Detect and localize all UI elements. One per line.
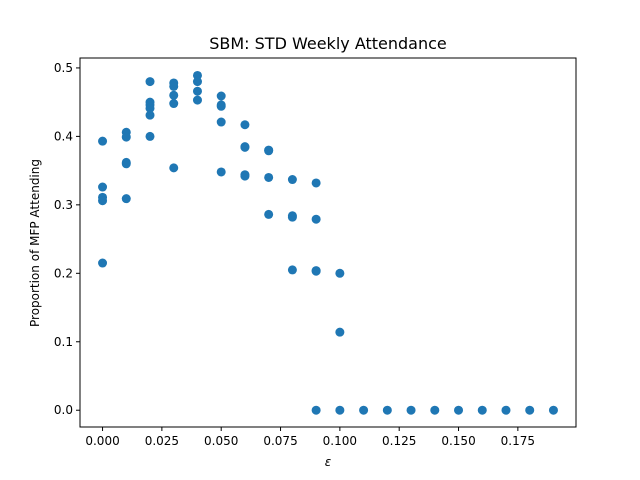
data-point: [192, 77, 202, 87]
data-point: [145, 110, 155, 120]
data-point: [311, 214, 321, 224]
data-point: [264, 172, 274, 182]
y-tick-label: 0.2: [54, 266, 73, 280]
x-axis-ticks: 0.000 0.025 0.050 0.075 0.100 0.125 0.150 0.175: [85, 427, 535, 448]
data-point: [216, 101, 226, 111]
data-point: [121, 194, 131, 204]
data-point: [145, 77, 155, 87]
y-axis-ticks: 0.0 0.1 0.2 0.3 0.4 0.5: [54, 61, 80, 417]
data-point: [335, 268, 345, 278]
data-point: [216, 117, 226, 127]
data-point: [311, 178, 321, 188]
y-tick-label: 0.0: [54, 403, 73, 417]
data-point: [287, 212, 297, 222]
x-tick-label: 0.100: [323, 434, 357, 448]
x-tick-label: 0.025: [145, 434, 179, 448]
y-tick-label: 0.5: [54, 61, 73, 75]
data-point: [311, 405, 321, 415]
data-point: [335, 327, 345, 337]
data-point: [169, 99, 179, 109]
y-axis-label: Proportion of MFP Attending: [28, 159, 42, 327]
data-point: [525, 405, 535, 415]
data-point: [430, 405, 440, 415]
data-point: [287, 175, 297, 185]
data-points: [98, 70, 558, 415]
data-point: [454, 405, 464, 415]
data-point: [264, 209, 274, 219]
x-tick-label: 0.050: [204, 434, 238, 448]
data-point: [240, 142, 250, 152]
data-point: [145, 131, 155, 141]
data-point: [501, 405, 511, 415]
data-point: [169, 163, 179, 173]
y-tick-label: 0.1: [54, 335, 73, 349]
data-point: [264, 146, 274, 156]
x-tick-label: 0.000: [85, 434, 119, 448]
x-tick-label: 0.125: [382, 434, 416, 448]
data-point: [121, 132, 131, 142]
data-point: [335, 405, 345, 415]
data-point: [192, 95, 202, 105]
data-point: [406, 405, 416, 415]
data-point: [216, 167, 226, 177]
data-point: [240, 120, 250, 130]
data-point: [121, 159, 131, 169]
data-point: [311, 266, 321, 276]
data-point: [287, 265, 297, 275]
x-axis-label: ε: [325, 455, 332, 469]
data-point: [145, 103, 155, 113]
data-point: [477, 405, 487, 415]
data-point: [98, 136, 108, 146]
data-point: [216, 91, 226, 101]
data-point: [192, 86, 202, 96]
data-point: [548, 405, 558, 415]
y-tick-label: 0.4: [54, 129, 73, 143]
x-tick-label: 0.150: [441, 434, 475, 448]
x-tick-label: 0.075: [263, 434, 297, 448]
data-point: [359, 405, 369, 415]
data-point: [240, 171, 250, 181]
data-point: [98, 258, 108, 268]
x-tick-label: 0.175: [501, 434, 535, 448]
y-tick-label: 0.3: [54, 198, 73, 212]
data-point: [169, 90, 179, 100]
chart-title: SBM: STD Weekly Attendance: [209, 34, 447, 53]
data-point: [382, 405, 392, 415]
data-point: [169, 81, 179, 91]
data-point: [98, 182, 108, 192]
plot-frame: [79, 57, 577, 428]
data-point: [192, 70, 202, 80]
data-point: [98, 196, 108, 206]
